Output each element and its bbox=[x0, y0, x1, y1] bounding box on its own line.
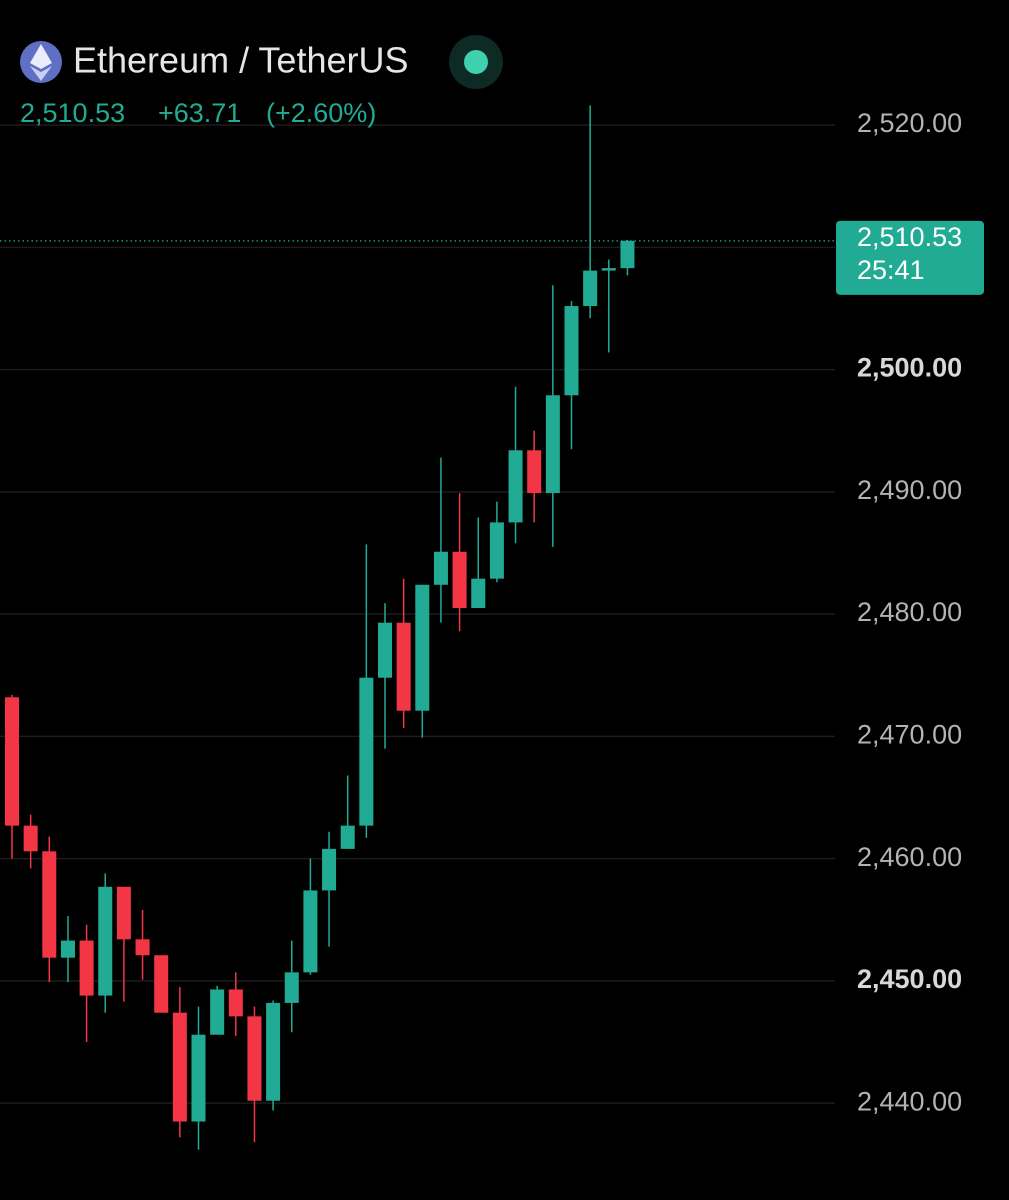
candle-body bbox=[247, 1016, 262, 1101]
candle-body bbox=[79, 940, 94, 996]
candle-body bbox=[154, 955, 169, 1013]
candle-body bbox=[228, 989, 243, 1017]
candle-body bbox=[210, 989, 225, 1035]
candle-body bbox=[452, 551, 467, 609]
status-dot bbox=[464, 50, 488, 74]
candle-body bbox=[471, 578, 486, 609]
candle-body bbox=[42, 851, 57, 958]
candle-body bbox=[340, 825, 355, 849]
candle-body bbox=[322, 848, 337, 891]
y-tick-label: 2,490.00 bbox=[857, 475, 962, 505]
eth-icon-bottom bbox=[30, 66, 52, 81]
y-tick-label: 2,500.00 bbox=[857, 353, 962, 383]
candle-body bbox=[564, 306, 579, 396]
candle-body bbox=[5, 697, 19, 826]
y-tick-label: 2,450.00 bbox=[857, 964, 962, 994]
candle-body bbox=[266, 1002, 281, 1101]
candle-body bbox=[433, 551, 448, 585]
candle-body bbox=[116, 886, 131, 940]
candle-body bbox=[489, 522, 504, 579]
y-tick-label: 2,480.00 bbox=[857, 597, 962, 627]
y-tick-label: 2,460.00 bbox=[857, 842, 962, 872]
grid bbox=[0, 124, 835, 1104]
candle-body bbox=[172, 1012, 187, 1122]
chart-title: Ethereum / TetherUS bbox=[73, 40, 409, 81]
candle-body bbox=[303, 890, 318, 973]
y-tick-label: 2,470.00 bbox=[857, 720, 962, 750]
candle-body bbox=[527, 450, 542, 494]
candle-body bbox=[620, 240, 635, 269]
candle-body bbox=[545, 395, 560, 494]
candle-body bbox=[601, 268, 616, 271]
candle-body bbox=[415, 584, 430, 711]
candle-body bbox=[583, 270, 598, 307]
candle-body bbox=[98, 886, 113, 996]
candle-body bbox=[23, 825, 38, 852]
candle-body bbox=[191, 1034, 206, 1122]
candle-body bbox=[508, 450, 523, 523]
header-change-percent: (+2.60%) bbox=[266, 98, 376, 128]
candle-body bbox=[60, 940, 75, 958]
last-price-box bbox=[836, 220, 984, 295]
header: Ethereum / TetherUS 2,510.53 +63.71 (+2.… bbox=[20, 35, 503, 128]
y-tick-label: 2,440.00 bbox=[857, 1086, 962, 1116]
candle-body bbox=[284, 972, 299, 1003]
y-tick-label: 2,520.00 bbox=[857, 108, 962, 138]
candle-body bbox=[359, 677, 374, 826]
plot bbox=[0, 105, 836, 1150]
candle-body bbox=[396, 622, 411, 711]
header-change: +63.71 bbox=[158, 98, 241, 128]
eth-icon-top bbox=[30, 44, 52, 69]
candle-body bbox=[135, 939, 150, 956]
last-price-label: 2,510.53 bbox=[857, 222, 962, 252]
candle-body bbox=[378, 622, 392, 678]
countdown: 25:41 bbox=[857, 255, 925, 285]
header-price: 2,510.53 bbox=[20, 98, 125, 128]
